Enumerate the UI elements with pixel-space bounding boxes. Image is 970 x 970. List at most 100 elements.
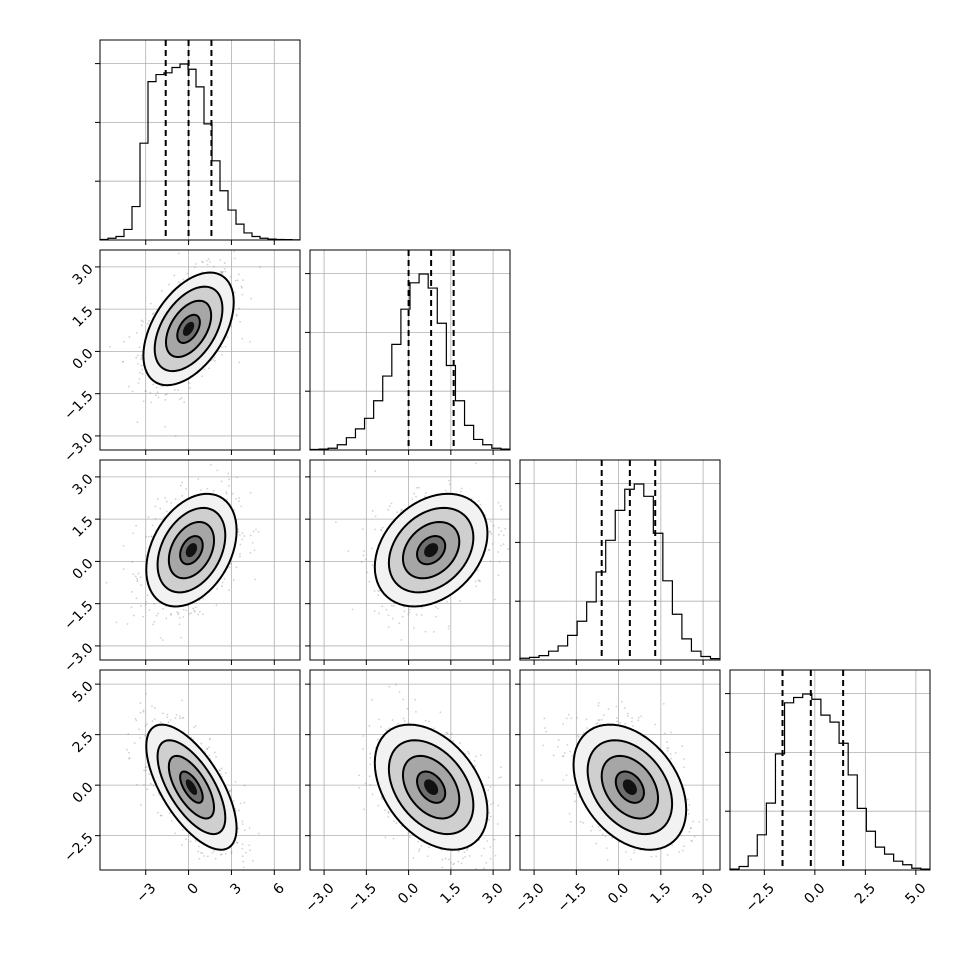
- sample-point: [392, 837, 395, 840]
- sample-point: [243, 784, 246, 787]
- sample-point: [489, 560, 492, 563]
- sample-point: [201, 613, 204, 616]
- sample-point: [241, 855, 244, 858]
- sample-point: [415, 495, 417, 498]
- sample-point: [425, 492, 427, 495]
- panel-2-0-contour-1: [156, 506, 227, 594]
- sample-point: [441, 858, 444, 861]
- panel-1-0-contour-1: [153, 285, 224, 373]
- sample-point: [507, 548, 510, 550]
- sample-point: [490, 533, 493, 535]
- sample-point: [239, 543, 242, 546]
- sample-point: [147, 322, 149, 325]
- sample-point: [450, 861, 452, 864]
- sample-point: [200, 742, 203, 745]
- panel-1-1-frame: [309, 249, 511, 451]
- sample-point: [623, 707, 626, 710]
- sample-point: [403, 720, 406, 723]
- sample-point: [370, 698, 373, 701]
- sample-point: [459, 742, 461, 744]
- sample-point: [197, 478, 200, 480]
- panel-1-0-frame: [99, 249, 301, 451]
- sample-point: [145, 765, 148, 768]
- sample-point: [235, 497, 237, 500]
- sample-point: [178, 398, 181, 401]
- sample-point: [159, 814, 162, 817]
- sample-point: [252, 530, 255, 533]
- sample-point: [182, 716, 185, 719]
- sample-point: [132, 573, 135, 576]
- sample-point: [448, 625, 450, 628]
- sample-point: [143, 769, 146, 772]
- sample-point: [504, 527, 507, 530]
- x-tick-label: 0: [185, 880, 203, 898]
- sample-point: [371, 564, 374, 567]
- sample-point: [502, 543, 505, 546]
- sample-point: [186, 272, 189, 275]
- sample-point: [146, 788, 149, 791]
- sample-point: [151, 313, 154, 315]
- sample-point: [224, 345, 227, 348]
- sample-point: [388, 505, 391, 508]
- sample-point: [166, 713, 169, 716]
- sample-point: [585, 718, 588, 721]
- sample-point: [233, 250, 236, 253]
- sample-point: [391, 719, 394, 721]
- sample-point: [601, 833, 604, 836]
- sample-point: [257, 832, 260, 835]
- sample-point: [234, 279, 237, 282]
- sample-point: [385, 729, 388, 732]
- sample-point: [237, 827, 240, 830]
- sample-point: [459, 600, 462, 602]
- sample-point: [415, 486, 418, 489]
- sample-point: [128, 336, 131, 338]
- sample-point: [214, 359, 217, 362]
- sample-point: [373, 590, 376, 592]
- sample-point: [178, 617, 181, 619]
- x-tick-label: 6: [270, 880, 288, 898]
- sample-point: [626, 712, 629, 715]
- sample-point: [202, 597, 205, 600]
- sample-point: [420, 845, 423, 847]
- sample-point: [263, 892, 265, 894]
- sample-point: [154, 517, 157, 520]
- sample-point: [666, 747, 668, 749]
- sample-point: [173, 274, 176, 277]
- sample-point: [240, 505, 243, 508]
- sample-point: [206, 263, 209, 266]
- sample-point: [151, 705, 153, 708]
- y-tick-label: 0.0: [70, 346, 97, 373]
- sample-point: [238, 497, 240, 499]
- sample-point: [474, 765, 476, 767]
- sample-point: [500, 530, 502, 533]
- sample-point: [591, 825, 594, 828]
- sample-point: [164, 497, 167, 499]
- sample-point: [489, 520, 492, 523]
- sample-point: [489, 815, 492, 818]
- sample-point: [462, 857, 464, 860]
- sample-point: [234, 807, 237, 810]
- sample-point: [255, 528, 257, 531]
- panel-1-0-contour-3: [176, 313, 201, 344]
- sample-point: [250, 297, 253, 300]
- sample-point: [145, 535, 147, 538]
- sample-point: [142, 709, 145, 712]
- sample-point: [500, 544, 503, 547]
- sample-point: [523, 548, 525, 550]
- sample-point: [224, 270, 227, 273]
- sample-point: [193, 610, 196, 613]
- sample-point: [141, 324, 143, 327]
- sample-point: [457, 850, 460, 853]
- sample-point: [233, 257, 236, 260]
- sample-point: [159, 637, 162, 639]
- sample-point: [233, 508, 236, 511]
- sample-point: [371, 510, 374, 512]
- sample-point: [362, 554, 365, 557]
- sample-point: [229, 275, 232, 278]
- sample-point: [400, 639, 403, 641]
- sample-point: [221, 585, 223, 588]
- sample-point: [164, 425, 167, 428]
- sample-point: [136, 579, 139, 581]
- sample-point: [362, 735, 365, 737]
